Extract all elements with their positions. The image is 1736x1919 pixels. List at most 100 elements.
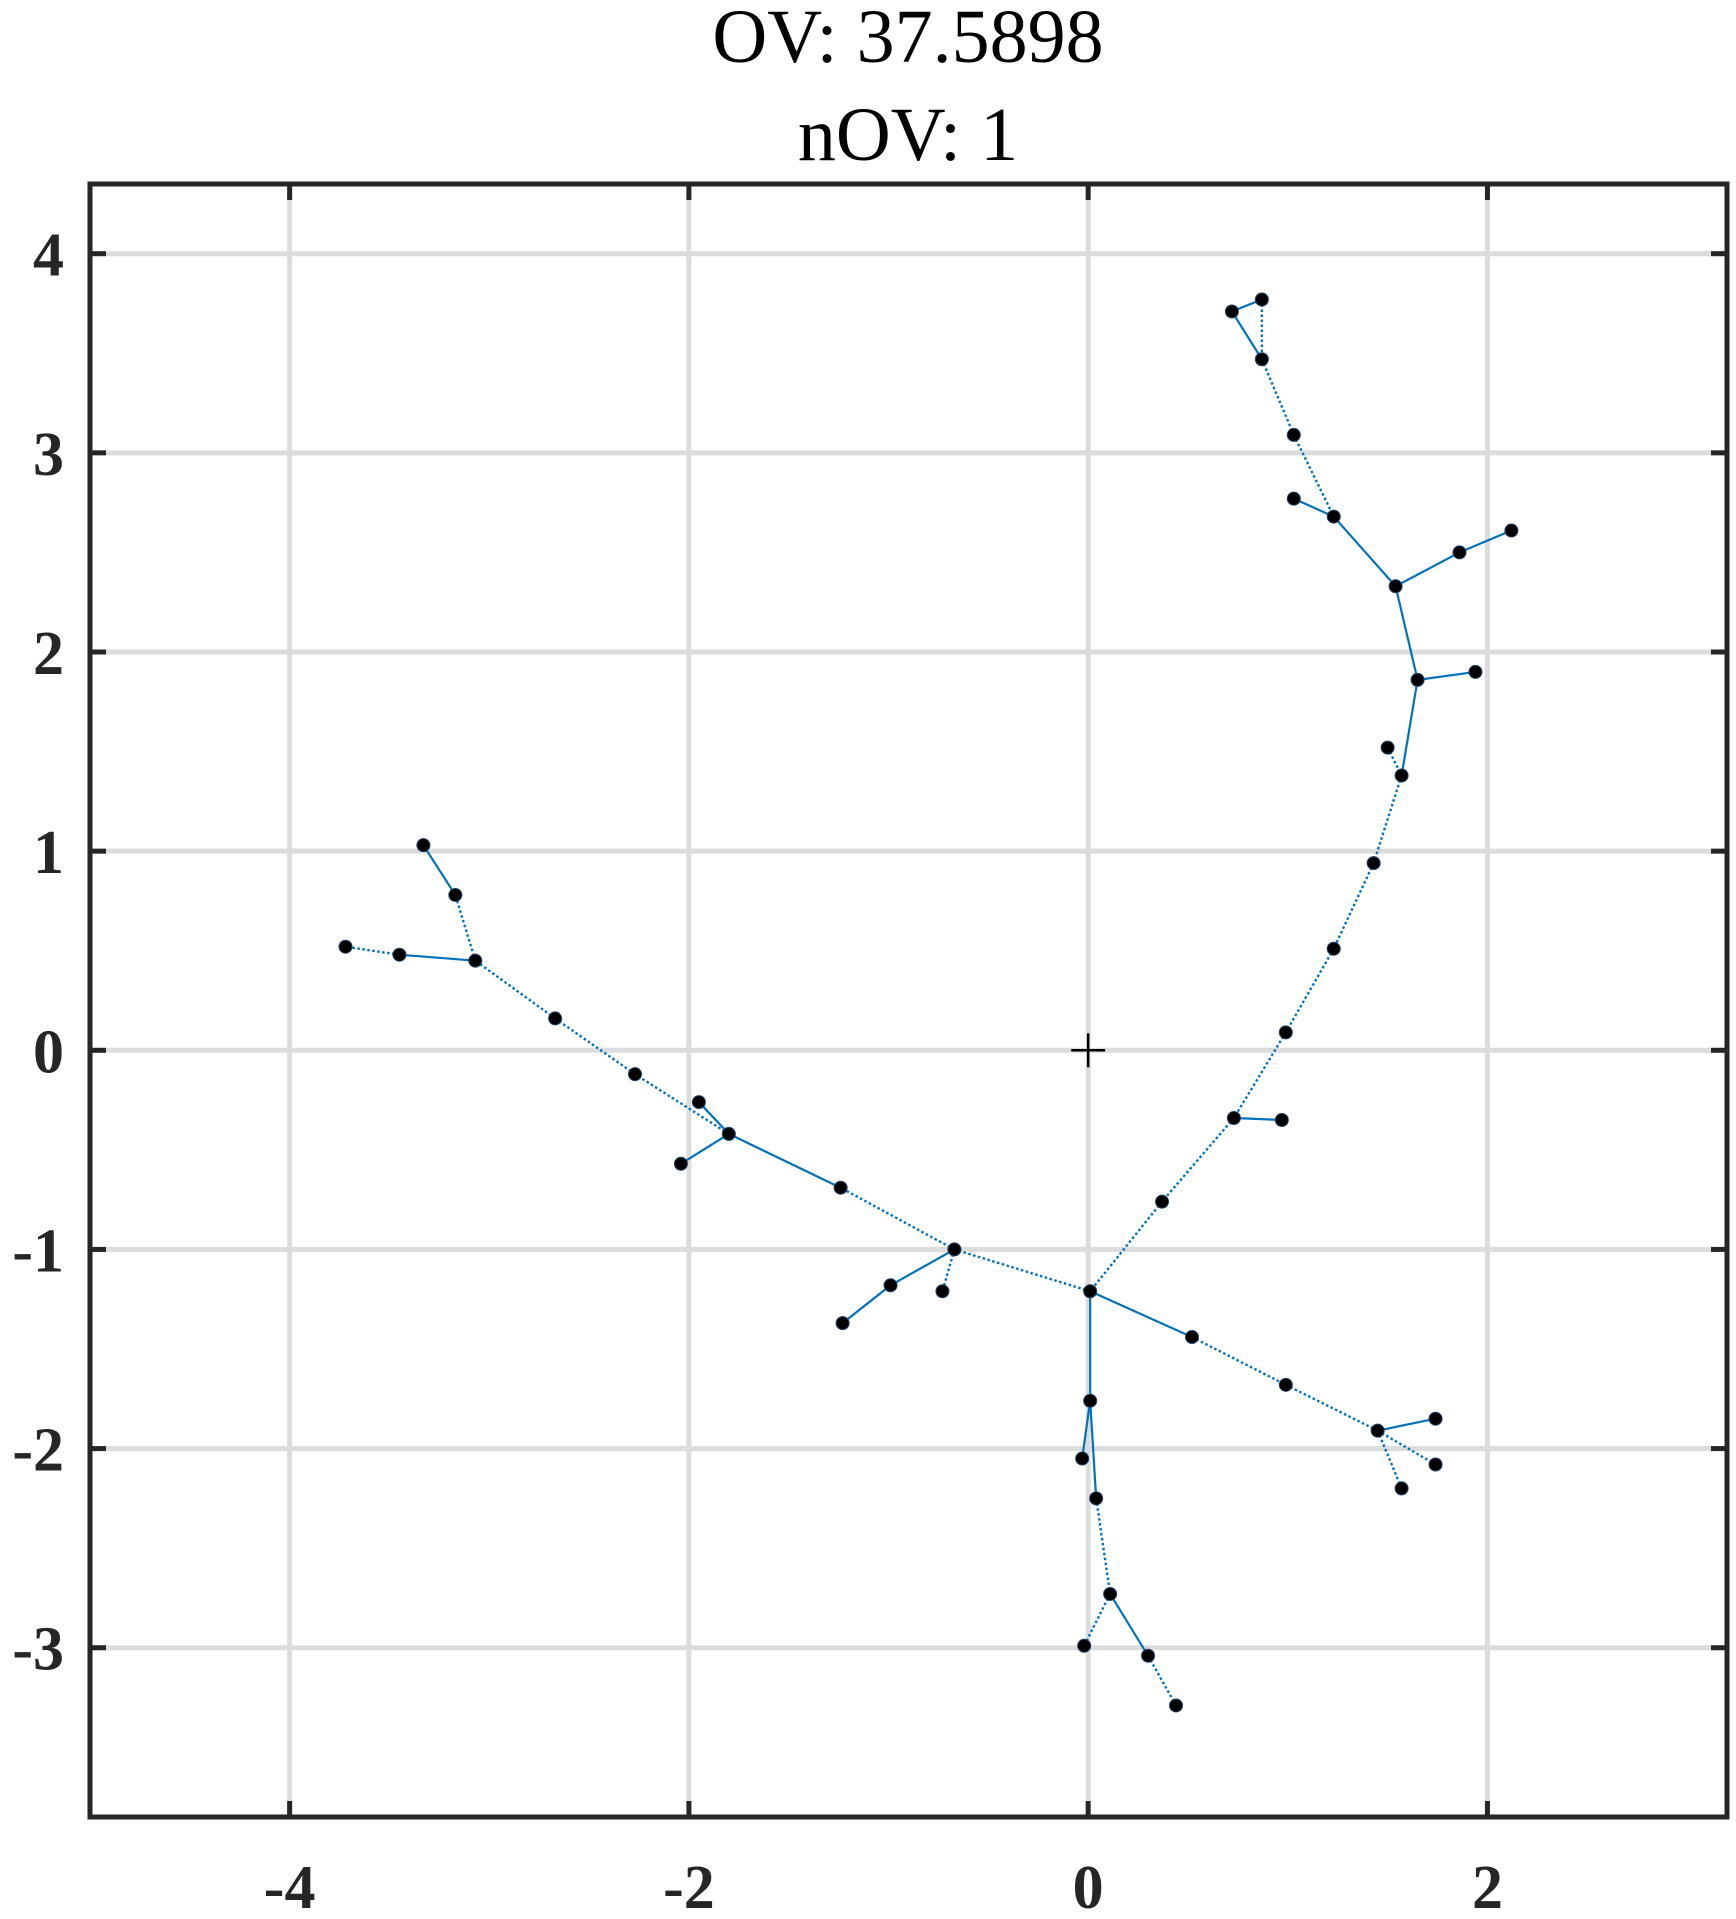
edge-aq-ar — [474, 959, 556, 1020]
y-tick-label-0: 4 — [33, 222, 64, 290]
edge-c-d — [1260, 358, 1295, 436]
edge-o-p — [1284, 948, 1335, 1033]
node-m — [1394, 768, 1409, 783]
center-marker — [1071, 1033, 1106, 1068]
y-tick-label-3: 1 — [33, 819, 64, 887]
node-af — [1141, 1648, 1156, 1663]
title-line-2: nOV: 1 — [798, 93, 1018, 177]
edge-ar-as — [454, 894, 477, 962]
node-u — [1184, 1330, 1199, 1345]
edge-aa-ac — [1089, 1400, 1098, 1499]
node-d — [1286, 427, 1301, 442]
node-s — [1155, 1194, 1170, 1209]
edge-s-t — [1089, 1200, 1163, 1293]
node-ad — [1103, 1586, 1118, 1601]
x-tick-label-3: 2 — [1472, 1854, 1503, 1919]
node-aq — [548, 1011, 563, 1026]
node-am — [721, 1126, 736, 1141]
node-ah — [947, 1242, 962, 1257]
edge-q-r — [1233, 1116, 1282, 1122]
edge-t-ah — [954, 1248, 1091, 1293]
node-x — [1428, 1411, 1443, 1426]
node-g — [1504, 523, 1519, 538]
edge-p-q — [1232, 1031, 1287, 1119]
edge-w-z — [1376, 1430, 1403, 1489]
edge-k-m — [1400, 679, 1419, 776]
edge-f-i — [1332, 515, 1397, 588]
edge-t-u — [1089, 1290, 1193, 1339]
edge-u-v — [1191, 1335, 1287, 1386]
edge-d-f — [1292, 434, 1335, 518]
node-r — [1274, 1112, 1289, 1127]
node-as — [448, 887, 463, 902]
node-ap — [628, 1067, 643, 1082]
edge-ap-aq — [554, 1017, 636, 1076]
edge-au-av — [345, 945, 400, 956]
edge-af-ag — [1147, 1655, 1178, 1707]
edge-k-j — [1417, 670, 1476, 681]
node-y — [1428, 1457, 1443, 1472]
edge-w-x — [1377, 1417, 1436, 1432]
node-t — [1083, 1284, 1098, 1299]
edge-h-g — [1459, 529, 1512, 554]
node-n — [1366, 856, 1381, 871]
node-ai — [883, 1278, 898, 1293]
node-an — [691, 1095, 706, 1110]
tick-labels: -4 -2 0 2 4 3 2 1 0 -1 -2 -3 — [12, 222, 1503, 1919]
y-tick-label-1: 3 — [33, 421, 64, 489]
edge-aa-ab — [1081, 1400, 1092, 1459]
node-w — [1370, 1423, 1385, 1438]
node-e — [1286, 491, 1301, 506]
edge-i-h — [1395, 551, 1461, 588]
node-au — [392, 947, 407, 962]
node-ao — [673, 1156, 688, 1171]
node-ag — [1169, 1698, 1184, 1713]
title: OV: 37.5898 nOV: 1 — [712, 0, 1103, 177]
edge-a-c — [1230, 310, 1263, 360]
node-p — [1278, 1025, 1293, 1040]
edge-ad-af — [1109, 1593, 1149, 1657]
node-at — [416, 838, 431, 853]
node-c — [1254, 352, 1269, 367]
nodes — [338, 292, 1519, 1713]
y-tick-label-7: -3 — [12, 1616, 64, 1684]
node-o — [1326, 941, 1341, 956]
edge-al-am — [728, 1132, 842, 1189]
node-v — [1278, 1377, 1293, 1392]
edge-ah-aj — [941, 1249, 956, 1292]
edge-n-o — [1332, 862, 1375, 950]
node-b — [1254, 292, 1269, 307]
edge-w-y — [1377, 1429, 1437, 1466]
node-z — [1394, 1481, 1409, 1496]
node-ab — [1075, 1451, 1090, 1466]
x-tick-label-1: -2 — [663, 1854, 715, 1919]
edge-am-ap — [634, 1073, 730, 1135]
node-al — [833, 1180, 848, 1195]
y-tick-label-5: -1 — [12, 1217, 64, 1285]
edge-i-k — [1394, 586, 1419, 681]
node-l — [1380, 740, 1395, 755]
node-ac — [1089, 1491, 1104, 1506]
x-tick-label-2: 0 — [1073, 1854, 1104, 1919]
edge-ah-ai — [889, 1248, 955, 1287]
node-h — [1452, 545, 1467, 560]
node-aj — [935, 1284, 950, 1299]
edge-am-an — [698, 1101, 730, 1135]
edge-q-s — [1161, 1117, 1235, 1203]
edge-ah-al — [840, 1186, 955, 1251]
node-a — [1224, 304, 1239, 319]
edge-m-n — [1372, 775, 1403, 864]
edge-e-f — [1293, 497, 1335, 518]
edge-ac-ad — [1094, 1498, 1112, 1595]
title-line-1: OV: 37.5898 — [712, 0, 1103, 79]
edge-ar-au — [399, 953, 476, 962]
node-k — [1410, 672, 1425, 687]
node-ae — [1077, 1638, 1092, 1653]
node-q — [1226, 1110, 1241, 1125]
y-tick-label-2: 2 — [33, 620, 64, 688]
edge-as-at — [422, 844, 457, 896]
edge-am-ao — [680, 1132, 730, 1165]
y-tick-label-4: 0 — [33, 1018, 64, 1086]
node-i — [1388, 579, 1403, 594]
